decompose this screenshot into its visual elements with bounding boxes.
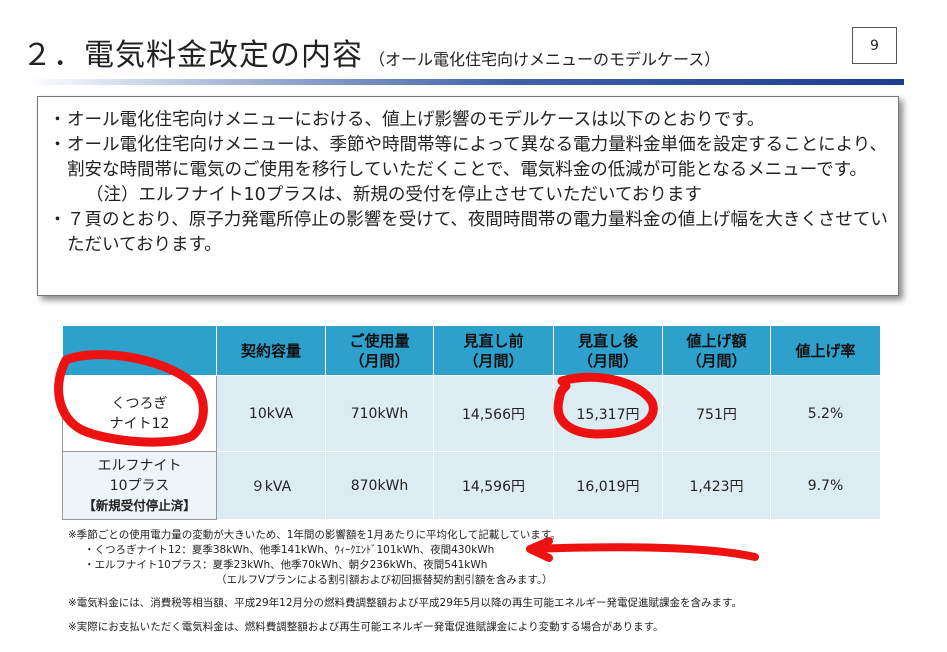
usage-cell: 870kWh	[325, 451, 434, 520]
bullet-item: ・オール電化住宅向けメニューは、季節や時間帯等によって異なる電力量料金単価を設定…	[48, 133, 888, 183]
increase-amount-cell: 751円	[662, 375, 771, 452]
bullet-text: オール電化住宅向けメニューにおける、値上げ影響のモデルケースは以下のとおりです。	[67, 110, 765, 130]
page-subtitle: （オール電化住宅向けメニューのモデルケース）	[369, 50, 721, 69]
footnote-line: ・エルフナイト10プラス：夏季23kWh、他季70kWh、朝夕236kWh、夜間…	[84, 559, 488, 571]
plan-name-line1: エルフナイト	[97, 457, 182, 474]
page-title: ２．電気料金改定の内容	[22, 38, 363, 73]
summary-box: ・オール電化住宅向けメニューにおける、値上げ影響のモデルケースは以下のとおりです…	[37, 96, 899, 296]
note-text: （注）エルフナイト10プラスは、新規の受付を停止させていただいております	[86, 185, 702, 205]
plan-name-line2: 10プラス	[109, 477, 170, 494]
bullet-text: オール電化住宅向けメニューは、季節や時間帯等によって異なる電力量料金単価を設定す…	[67, 135, 888, 180]
contract-capacity-cell: 10kVA	[216, 375, 326, 452]
increase-rate-cell: 9.7%	[770, 451, 881, 520]
header-increase-amount: 値上げ額 （月間）	[662, 325, 771, 376]
bullet-mark: ・	[48, 135, 67, 155]
after-cell: 15,317円	[553, 375, 663, 452]
title-area: ２．電気料金改定の内容 （オール電化住宅向けメニューのモデルケース）	[22, 30, 720, 74]
usage-cell: 710kWh	[325, 375, 434, 452]
plan-status-tag: 【新規受付停止済】	[83, 497, 196, 513]
after-cell: 16,019円	[553, 451, 663, 520]
increase-rate-cell: 5.2%	[770, 375, 881, 452]
bullet-mark: ・	[48, 210, 67, 230]
model-case-table: 契約容量 ご使用量 （月間） 見直し前 （月間） 見直し後 （月間） 値上げ額 （月間）…	[62, 325, 881, 520]
before-cell: 14,566円	[433, 375, 554, 452]
increase-amount-cell: 1,423円	[662, 451, 771, 520]
bullet-text: ７頁のとおり、原子力発電所停止の影響を受けて、夜間時間帯の電力量料金の値上げ幅を…	[67, 210, 888, 255]
table-header-row: 契約容量 ご使用量 （月間） 見直し前 （月間） 見直し後 （月間） 値上げ額 （月間）…	[62, 325, 881, 376]
header-before: 見直し前 （月間）	[433, 325, 554, 376]
bullet-note: （注）エルフナイト10プラスは、新規の受付を停止させていただいております	[48, 183, 888, 208]
header-blank	[62, 325, 217, 376]
before-cell: 14,596円	[433, 451, 554, 520]
plan-name-line2: ナイト12	[109, 415, 170, 432]
header-contract-capacity: 契約容量	[216, 325, 326, 376]
footnote-line: ※実際にお支払いただく電気料金は、燃料費調整額および再生可能エネルギー発電促進賦…	[68, 621, 664, 633]
bullet-item: ・７頁のとおり、原子力発電所停止の影響を受けて、夜間時間帯の電力量料金の値上げ幅…	[48, 208, 888, 258]
footnotes: ※季節ごとの使用電力量の変動が大きいため、1年間の影響額を1月あたりに平均化して…	[68, 528, 742, 635]
title-rule	[26, 79, 904, 85]
header-increase-rate: 値上げ率	[770, 325, 881, 376]
header-after: 見直し後 （月間）	[553, 325, 663, 376]
bullet-item: ・オール電化住宅向けメニューにおける、値上げ影響のモデルケースは以下のとおりです…	[48, 108, 888, 133]
table-row: くつろぎ ナイト12 10kVA 710kWh 14,566円 15,317円 …	[62, 375, 881, 452]
plan-name-cell: エルフナイト 10プラス 【新規受付停止済】	[62, 451, 217, 520]
footnote-line: ・くつろぎナイト12：夏季38kWh、他季141kWh、ｳｨｰｸｴﾝﾄﾞ101k…	[84, 544, 495, 556]
footnote-line: （エルフVプランによる割引額および初回振替契約割引額を含みます。）	[216, 574, 553, 586]
table-row: エルフナイト 10プラス 【新規受付停止済】 ９kVA 870kWh 14,59…	[62, 451, 881, 520]
contract-capacity-cell: ９kVA	[216, 451, 326, 520]
plan-name-line1: くつろぎ	[111, 395, 168, 412]
bullet-mark: ・	[48, 110, 67, 130]
page-number: 9	[852, 27, 897, 64]
header-usage: ご使用量 （月間）	[325, 325, 434, 376]
plan-name-cell: くつろぎ ナイト12	[62, 375, 217, 452]
footnote-line: ※電気料金には、消費税等相当額、平成29年12月分の燃料費調整額および平成29年…	[68, 597, 743, 609]
footnote-line: ※季節ごとの使用電力量の変動が大きいため、1年間の影響額を1月あたりに平均化して…	[68, 529, 561, 541]
